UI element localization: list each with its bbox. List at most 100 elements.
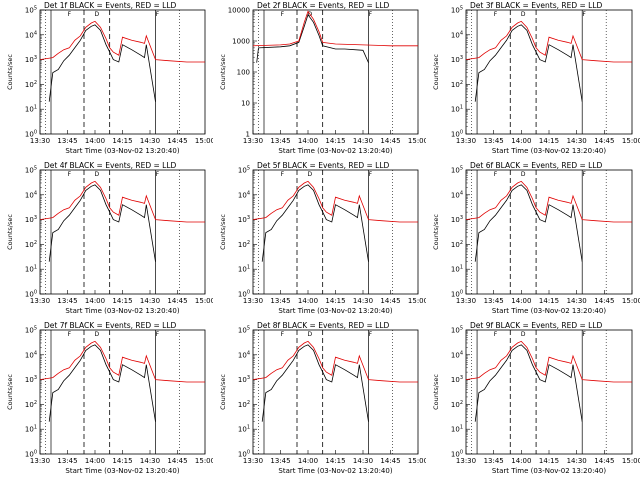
y-axis-label: Counts/sec xyxy=(6,374,14,410)
x-tick-label: 15:00 xyxy=(408,457,426,465)
x-tick-label: 13:45 xyxy=(484,137,504,145)
x-tick-label: 13:30 xyxy=(30,297,50,305)
x-tick-label: 14:15 xyxy=(325,457,345,465)
plot-frame xyxy=(465,329,633,455)
y-axis-label: Counts/sec xyxy=(219,214,227,250)
x-tick-label: 13:45 xyxy=(57,137,77,145)
x-tick-label: 13:45 xyxy=(270,137,290,145)
x-tick-label: 13:45 xyxy=(270,297,290,305)
top-marker-label: D xyxy=(95,171,100,178)
y-axis-label: Counts/sec xyxy=(219,54,227,90)
x-tick-label: 14:45 xyxy=(167,457,187,465)
top-marker-label: D xyxy=(95,331,100,338)
panel-title: Det 7f BLACK = Events, RED = LLD xyxy=(44,321,177,330)
x-tick-label: 14:15 xyxy=(539,137,559,145)
y-tick-label: 104 xyxy=(25,30,37,39)
x-tick-label: 13:30 xyxy=(30,137,50,145)
panel-title: Det 9f BLACK = Events, RED = LLD xyxy=(470,321,603,330)
y-tick-label: 104 xyxy=(25,190,37,199)
top-marker-label: F xyxy=(582,171,586,178)
detector-panel: Det 4f BLACK = Events, RED = LLD 100 101 10… xyxy=(6,161,213,315)
detector-panel: Det 2f BLACK = Events, RED = LLD 1 10 100 10… xyxy=(219,1,426,155)
detector-panel: Det 5f BLACK = Events, RED = LLD 100 101 10… xyxy=(219,161,426,315)
x-tick-label: 13:30 xyxy=(243,137,263,145)
lld-series-line xyxy=(252,10,418,47)
y-tick-label: 10 xyxy=(241,100,250,108)
y-tick-label: 102 xyxy=(25,240,37,249)
top-marker-label: D xyxy=(308,171,313,178)
x-axis-label: Start Time (03-Nov-02 13:20:40) xyxy=(492,307,606,315)
x-tick-label: 14:30 xyxy=(140,137,160,145)
y-tick-label: 100 xyxy=(237,69,250,77)
x-tick-label: 14:30 xyxy=(353,457,373,465)
top-marker-label: D xyxy=(521,11,526,18)
x-axis-label: Start Time (03-Nov-02 13:20:40) xyxy=(65,147,179,155)
x-tick-label: 14:15 xyxy=(112,457,132,465)
panel-title: Det 3f BLACK = Events, RED = LLD xyxy=(470,1,603,10)
detector-panel: Det 3f BLACK = Events, RED = LLD 100 101 10… xyxy=(432,1,640,155)
lld-series-line xyxy=(39,340,205,383)
panel-title: Det 2f BLACK = Events, RED = LLD xyxy=(257,1,390,10)
y-tick-label: 100 xyxy=(451,290,463,299)
y-tick-label: 100 xyxy=(238,290,250,299)
x-tick-label: 14:15 xyxy=(539,297,559,305)
events-series-line xyxy=(261,344,369,422)
y-tick-label: 102 xyxy=(451,400,463,409)
x-axis-label: Start Time (03-Nov-02 13:20:40) xyxy=(278,147,392,155)
y-tick-label: 103 xyxy=(451,55,463,64)
events-series-line xyxy=(474,344,583,422)
y-axis-label: Counts/sec xyxy=(432,374,440,410)
top-marker-label: D xyxy=(521,331,526,338)
top-marker-label: F xyxy=(369,171,373,178)
y-tick-label: 102 xyxy=(451,80,463,89)
x-tick-label: 14:45 xyxy=(167,297,187,305)
plot-frame xyxy=(465,169,633,295)
x-tick-label: 14:30 xyxy=(567,297,587,305)
x-tick-label: 15:00 xyxy=(622,297,640,305)
y-tick-label: 105 xyxy=(451,6,463,15)
panel-title: Det 6f BLACK = Events, RED = LLD xyxy=(470,161,603,170)
x-tick-label: 14:00 xyxy=(298,137,318,145)
x-tick-label: 14:45 xyxy=(380,137,400,145)
x-axis-label: Start Time (03-Nov-02 13:20:40) xyxy=(492,147,606,155)
top-marker-label: F xyxy=(582,11,586,18)
top-marker-label: D xyxy=(95,11,100,18)
x-tick-label: 14:45 xyxy=(594,137,614,145)
lld-series-line xyxy=(465,180,632,223)
y-tick-label: 103 xyxy=(238,375,250,384)
x-tick-label: 15:00 xyxy=(195,457,213,465)
y-tick-label: 104 xyxy=(238,190,250,199)
x-tick-label: 14:30 xyxy=(353,297,373,305)
x-axis-label: Start Time (03-Nov-02 13:20:40) xyxy=(492,467,606,475)
top-marker-label: F xyxy=(494,331,498,338)
y-tick-label: 102 xyxy=(25,80,37,89)
x-tick-label: 14:00 xyxy=(511,297,531,305)
x-tick-label: 14:00 xyxy=(85,457,105,465)
y-tick-label: 101 xyxy=(451,425,463,434)
events-series-line xyxy=(48,24,156,102)
y-tick-label: 104 xyxy=(25,350,37,359)
y-tick-label: 105 xyxy=(25,6,37,15)
top-marker-label: F xyxy=(582,331,586,338)
y-tick-label: 100 xyxy=(25,290,37,299)
lld-series-line xyxy=(465,20,632,63)
x-tick-label: 13:30 xyxy=(243,457,263,465)
x-tick-label: 14:45 xyxy=(380,457,400,465)
top-marker-label: F xyxy=(369,331,373,338)
events-series-line xyxy=(261,184,369,262)
x-tick-label: 13:30 xyxy=(30,457,50,465)
x-tick-label: 14:30 xyxy=(353,137,373,145)
top-marker-label: F xyxy=(68,171,72,178)
x-tick-label: 14:30 xyxy=(140,457,160,465)
panel-title: Det 5f BLACK = Events, RED = LLD xyxy=(257,161,390,170)
plot-frame xyxy=(252,9,419,135)
y-tick-label: 101 xyxy=(451,265,463,274)
y-tick-label: 103 xyxy=(451,215,463,224)
y-tick-label: 102 xyxy=(25,400,37,409)
x-tick-label: 14:00 xyxy=(298,297,318,305)
x-tick-label: 13:30 xyxy=(243,297,263,305)
top-marker-label: F xyxy=(494,11,498,18)
detector-panel: Det 7f BLACK = Events, RED = LLD 100 101 10… xyxy=(6,321,213,475)
y-tick-label: 101 xyxy=(451,105,463,114)
lld-series-line xyxy=(39,180,205,223)
